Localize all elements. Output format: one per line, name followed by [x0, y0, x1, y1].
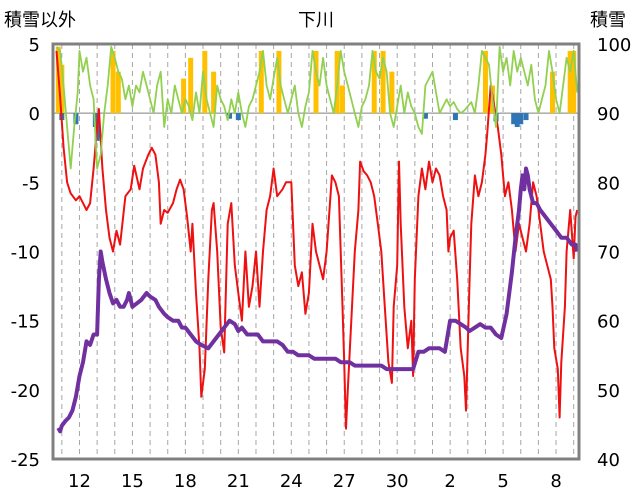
snowfall-bar-12 [339, 85, 345, 114]
right-tick-label-3: 70 [597, 243, 620, 264]
snowfall-bar-3 [115, 71, 121, 114]
left-tick-label-1: 0 [29, 104, 40, 125]
left-tick-label-6: -25 [11, 450, 40, 471]
right-tick-label-0: 100 [597, 35, 631, 56]
snowfall-bar-19 [567, 50, 573, 114]
precipitation-bar-4 [227, 113, 233, 119]
x-tick-label-7: 2 [444, 471, 455, 492]
x-tick-label-8: 5 [497, 471, 508, 492]
snowfall-bar-20 [571, 50, 577, 114]
x-tick-label-6: 30 [386, 471, 409, 492]
left-tick-label-2: -5 [22, 173, 40, 194]
precipitation-bar-11 [518, 113, 524, 125]
left-tick-label-0: 5 [29, 35, 40, 56]
snowfall-bar-2 [110, 50, 116, 114]
snowfall-bar-9 [276, 50, 282, 114]
snow_depth-line [56, 166, 580, 434]
x-tick-label-3: 21 [227, 471, 250, 492]
left-tick-label-4: -15 [11, 312, 40, 333]
snowfall-bar-10 [313, 50, 319, 114]
x-tick-label-1: 15 [121, 471, 144, 492]
chart-title: 下川 [298, 10, 334, 31]
x-tick-label-0: 12 [68, 471, 91, 492]
precipitation-bar-6 [422, 113, 428, 119]
right-tick-label-2: 80 [597, 173, 620, 194]
right-tick-label-4: 60 [597, 312, 620, 333]
x-tick-label-9: 8 [550, 471, 561, 492]
x-axis-ticks: 12 15 18 21 24 27 30 2 5 8 [68, 471, 562, 492]
x-tick-label-5: 27 [333, 471, 356, 492]
snowfall-bar-8 [258, 50, 264, 114]
right-tick-label-1: 90 [597, 104, 620, 125]
plot-area-border [51, 42, 581, 461]
snowfall-bar-16 [482, 50, 488, 114]
snowfall-bar-13 [371, 50, 377, 114]
right-axis-ticks: 100 90 80 70 60 50 40 [597, 35, 631, 471]
line-series [55, 45, 580, 434]
left-tick-label-3: -10 [11, 243, 40, 264]
right-tick-label-5: 50 [597, 381, 620, 402]
precipitation-bar-12 [523, 113, 529, 121]
precipitation-bar-5 [235, 113, 241, 121]
x-tick-label-4: 24 [280, 471, 303, 492]
x-tick-label-2: 18 [174, 471, 197, 492]
snowfall-bar-5 [188, 57, 194, 114]
snowfall-bar-7 [211, 71, 217, 114]
snowfall-bar-4 [181, 78, 187, 114]
precipitation-bar-1 [73, 113, 79, 125]
left-axis-title: 積雪以外 [4, 10, 76, 31]
left-axis-ticks: 5 0 -5 -10 -15 -20 -25 [11, 35, 40, 471]
snowfall-bar-1 [59, 64, 65, 114]
snowfall-bar-15 [389, 71, 395, 114]
precipitation-bar-10 [514, 113, 520, 127]
gridlines [53, 44, 579, 459]
right-tick-label-6: 40 [597, 450, 620, 471]
temperature-line [55, 50, 579, 430]
snowfall-bar-18 [550, 71, 556, 114]
humidity-line [55, 45, 579, 170]
snowfall-bar-14 [380, 50, 386, 114]
precipitation-bar-7 [452, 113, 458, 121]
left-tick-label-5: -20 [11, 381, 40, 402]
precipitation-bar-9 [511, 113, 517, 125]
right-axis-title: 積雪 [590, 10, 626, 31]
